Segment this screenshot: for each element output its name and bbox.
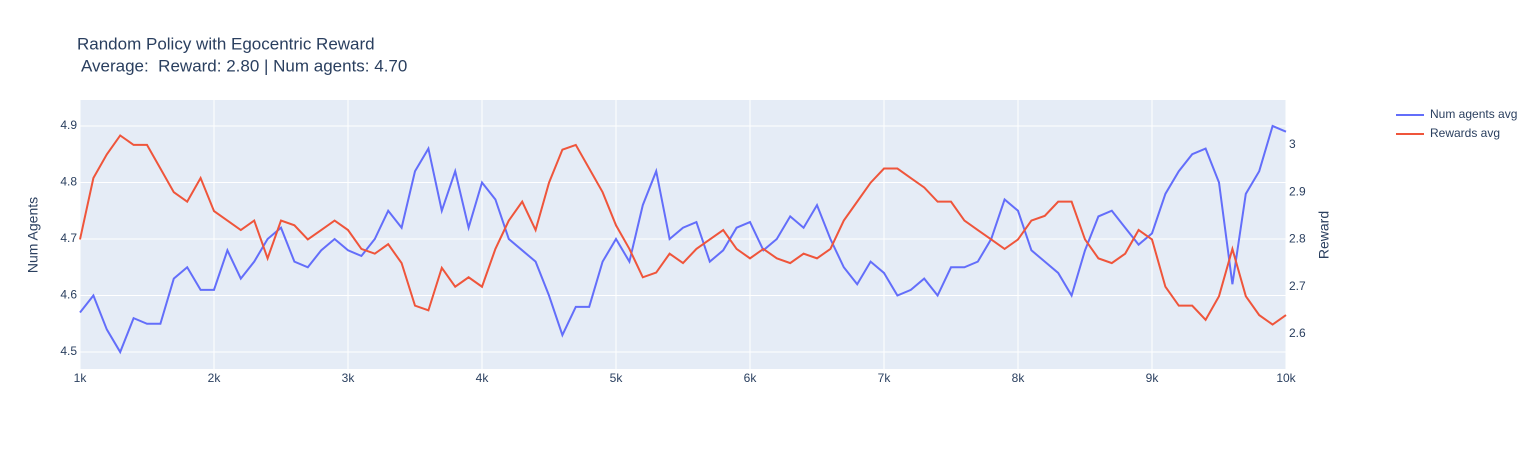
legend-label: Num agents avg [1430,107,1517,121]
y2-tick-label: 2.9 [1289,184,1306,198]
y-tick-label: 4.8 [60,175,77,189]
x-tick-label: 9k [1146,371,1160,385]
series-line [79,134,1287,326]
y2-tick-label: 2.7 [1289,279,1306,293]
y-tick-label: 4.5 [60,344,77,358]
x-tick-label: 4k [476,371,490,385]
x-tick-label: 5k [610,371,624,385]
x-tick-label: 10k [1276,371,1296,385]
legend-label: Rewards avg [1430,126,1500,140]
y2-axis-title: Reward [1316,211,1332,259]
x-tick-label: 1k [74,371,88,385]
series-line [79,124,1287,355]
chart-title: Random Policy with Egocentric Reward [77,34,375,53]
y2-tick-label: 2.6 [1289,326,1306,340]
y-tick-label: 4.9 [60,118,77,132]
x-tick-label: 2k [208,371,222,385]
y-tick-label: 4.6 [60,288,77,302]
x-tick-label: 6k [744,371,758,385]
y2-tick-label: 3 [1289,137,1296,151]
chart-subtitle: Average: Reward: 2.80 | Num agents: 4.70 [81,56,407,75]
x-tick-label: 7k [878,371,892,385]
plot-area [80,100,1286,369]
x-tick-label: 3k [342,371,356,385]
y-axis-title: Num Agents [25,197,41,273]
y2-tick-label: 2.8 [1289,232,1306,246]
x-tick-label: 8k [1012,371,1026,385]
y-tick-label: 4.7 [60,231,77,245]
